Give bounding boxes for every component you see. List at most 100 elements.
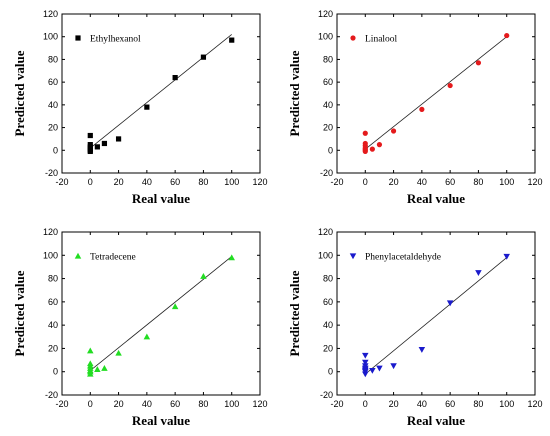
- data-point: [419, 106, 425, 112]
- x-tick-label: 80: [473, 177, 483, 187]
- x-tick-label: 20: [114, 177, 124, 187]
- data-point: [504, 32, 510, 39]
- x-tick-label: 120: [252, 399, 267, 409]
- y-tick-label: 100: [43, 32, 58, 42]
- y-tick-label: 20: [323, 343, 333, 353]
- data-point: [143, 333, 151, 340]
- x-tick-label: 60: [445, 399, 455, 409]
- data-point: [87, 132, 93, 139]
- plot-frame: [336, 13, 536, 174]
- fit-line: [90, 256, 232, 371]
- y-tick-label: 20: [323, 123, 333, 133]
- data-point: [390, 363, 397, 370]
- data-point: [87, 347, 94, 354]
- fit-line: [365, 257, 507, 375]
- data-point: [475, 60, 482, 66]
- data-point: [376, 365, 383, 372]
- legend-label: Linalool: [365, 35, 398, 45]
- legend-marker: [74, 252, 82, 259]
- data-point: [115, 136, 122, 142]
- y-tick-label: 60: [323, 77, 333, 87]
- x-tick-label: 100: [499, 399, 514, 409]
- y-tick-label: 60: [323, 297, 333, 307]
- y-tick-label: 60: [48, 297, 58, 307]
- y-tick-label: 40: [48, 320, 58, 330]
- x-tick-label: 40: [142, 177, 152, 187]
- data-point: [87, 142, 93, 148]
- data-point: [94, 366, 101, 372]
- data-point: [200, 272, 207, 279]
- data-point: [418, 346, 426, 353]
- x-tick-label: 60: [445, 177, 455, 187]
- data-point: [115, 349, 122, 356]
- x-tick-label: 100: [499, 177, 514, 187]
- chart-panel-2: -20 0 20 40 60 80 100 120 -20 0 20 40 60 80 100 120 Real…: [287, 9, 543, 206]
- y-axis-title: Predicted value: [12, 50, 27, 136]
- data-point: [229, 37, 235, 43]
- y-tick-label: 0: [53, 367, 58, 377]
- legend-marker: [349, 253, 357, 260]
- legend-label: Tetradecene: [90, 253, 136, 263]
- y-tick-label: 100: [43, 250, 58, 260]
- x-tick-label: 80: [198, 399, 208, 409]
- x-axis-title: Real value: [132, 191, 190, 206]
- data-point: [390, 128, 397, 134]
- x-tick-label: 40: [142, 399, 152, 409]
- data-point: [94, 144, 100, 150]
- x-tick-label: 60: [170, 177, 180, 187]
- y-tick-label: 80: [323, 54, 333, 64]
- plot-frame: [61, 231, 261, 396]
- y-tick-label: 100: [318, 32, 333, 42]
- data-point: [101, 364, 108, 371]
- x-tick-label: 0: [88, 177, 93, 187]
- x-tick-label: -20: [330, 399, 343, 409]
- x-tick-label: -20: [55, 177, 68, 187]
- x-tick-label: 120: [527, 399, 542, 409]
- x-axis-title: Real value: [132, 413, 190, 428]
- x-tick-label: 100: [224, 399, 239, 409]
- x-tick-label: 120: [252, 177, 267, 187]
- y-tick-label: 0: [53, 145, 58, 155]
- y-axis-title: Predicted value: [287, 270, 302, 356]
- legend-marker: [350, 35, 356, 41]
- y-tick-label: -20: [45, 390, 58, 400]
- y-tick-label: 0: [328, 145, 333, 155]
- data-point: [87, 360, 94, 367]
- x-tick-label: 60: [170, 399, 180, 409]
- data-point: [171, 303, 179, 310]
- y-tick-label: 100: [318, 250, 333, 260]
- chart-panel-1: -20 0 20 40 60 80 100 120 -20 0 20 40 60 80 100 120 Real…: [12, 9, 268, 206]
- data-point: [144, 104, 150, 110]
- x-axis-title: Real value: [407, 413, 465, 428]
- y-tick-label: 40: [323, 320, 333, 330]
- x-tick-label: 80: [473, 399, 483, 409]
- x-tick-label: 0: [363, 399, 368, 409]
- data-point: [447, 82, 453, 89]
- plot-frame: [61, 13, 261, 174]
- data-point: [200, 54, 207, 60]
- chart-panel-4: -20 0 20 40 60 80 100 120 -20 0 20 40 60 80 100 120 Real…: [287, 227, 543, 428]
- y-tick-label: 60: [48, 77, 58, 87]
- y-tick-label: 120: [318, 227, 333, 237]
- data-point: [228, 254, 235, 261]
- y-tick-label: 120: [43, 9, 58, 19]
- y-axis-title: Predicted value: [12, 270, 27, 356]
- data-point: [362, 352, 369, 359]
- fit-line: [365, 36, 507, 150]
- x-axis-title: Real value: [407, 191, 465, 206]
- data-point: [503, 253, 510, 260]
- y-axis-title: Predicted value: [287, 50, 302, 136]
- y-tick-label: 20: [48, 343, 58, 353]
- legend-label: Ethylhexanol: [90, 35, 141, 45]
- data-point: [369, 367, 376, 374]
- data-point: [369, 146, 375, 152]
- data-point: [172, 75, 178, 81]
- data-point: [362, 130, 368, 136]
- x-tick-label: 20: [114, 399, 124, 409]
- legend-label: Phenylacetaldehyde: [365, 253, 441, 263]
- y-tick-label: 0: [328, 367, 333, 377]
- data-point: [362, 359, 369, 366]
- data-point: [475, 270, 482, 276]
- data-point: [101, 140, 108, 147]
